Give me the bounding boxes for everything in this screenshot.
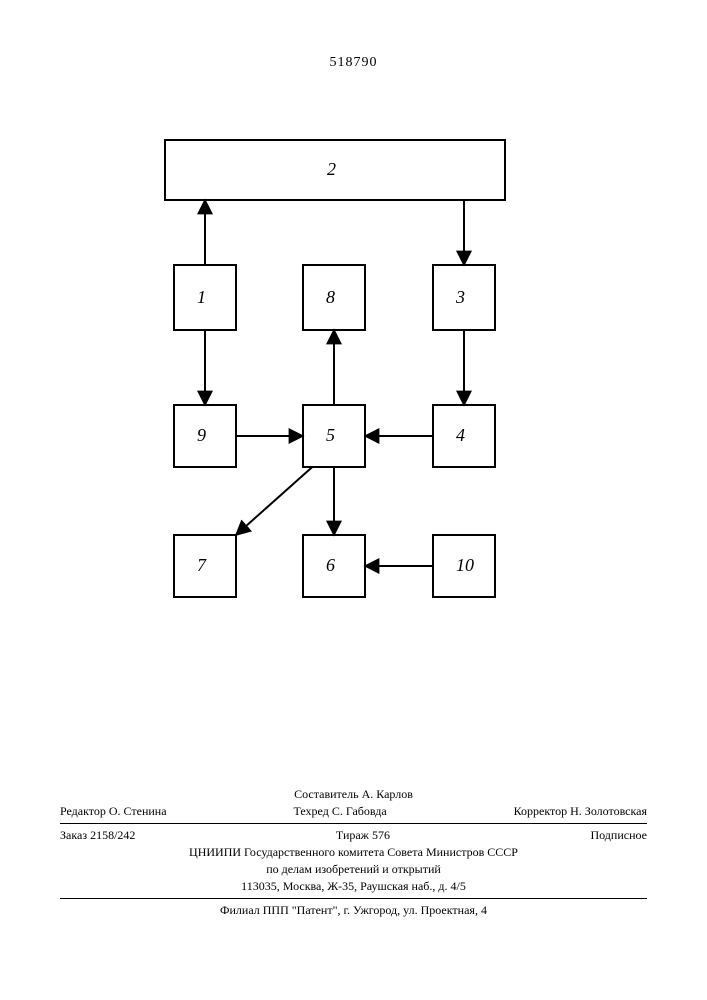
composer-name: А. Карлов xyxy=(362,787,413,801)
block-label-5: 5 xyxy=(326,425,335,446)
subscription-label: Подписное xyxy=(590,828,647,843)
org-address: 113035, Москва, Ж-35, Раушская наб., д. … xyxy=(60,879,647,894)
divider-1 xyxy=(60,823,647,824)
circulation-value: 576 xyxy=(372,828,390,842)
edge-n5-n7 xyxy=(236,467,312,535)
divider-2 xyxy=(60,898,647,899)
block-label-6: 6 xyxy=(326,555,335,576)
block-label-7: 7 xyxy=(197,555,206,576)
block-diagram xyxy=(0,0,707,700)
editor-label: Редактор xyxy=(60,804,106,818)
order-label: Заказ xyxy=(60,828,87,842)
org-line1: ЦНИИПИ Государственного комитета Совета … xyxy=(60,845,647,860)
block-label-3: 3 xyxy=(456,287,465,308)
corrector-name: Н. Золотовская xyxy=(570,804,647,818)
block-label-4: 4 xyxy=(456,425,465,446)
editor-name: О. Стенина xyxy=(109,804,167,818)
order-number: 2158/242 xyxy=(90,828,135,842)
footer-block: Составитель А. Карлов Редактор О. Стенин… xyxy=(60,785,647,920)
block-label-1: 1 xyxy=(197,287,206,308)
org-line2: по делам изобретений и открытий xyxy=(60,862,647,877)
corrector-label: Корректор xyxy=(514,804,568,818)
branch-line: Филиал ППП "Патент", г. Ужгород, ул. Про… xyxy=(60,903,647,918)
block-label-2: 2 xyxy=(327,159,336,180)
composer-label: Составитель xyxy=(294,787,358,801)
techred-label: Техред xyxy=(294,804,329,818)
techred-name: С. Габовда xyxy=(332,804,387,818)
circulation-label: Тираж xyxy=(336,828,369,842)
block-label-8: 8 xyxy=(326,287,335,308)
block-label-9: 9 xyxy=(197,425,206,446)
block-label-10: 10 xyxy=(456,555,474,576)
